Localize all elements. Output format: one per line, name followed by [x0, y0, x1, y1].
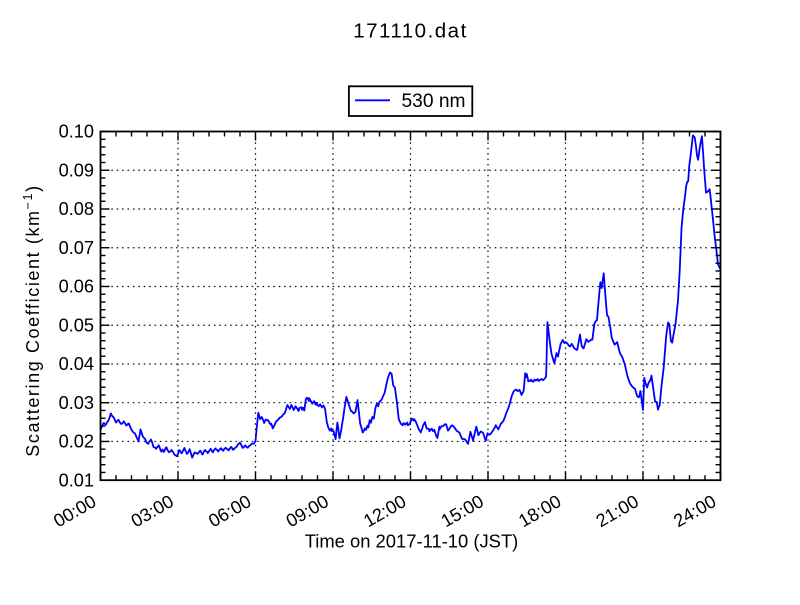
svg-text:0.01: 0.01: [59, 470, 94, 490]
svg-text:0.04: 0.04: [59, 354, 94, 374]
svg-text:0.05: 0.05: [59, 315, 94, 335]
svg-text:Time on 2017-11-10 (JST): Time on 2017-11-10 (JST): [305, 531, 519, 552]
svg-text:530 nm: 530 nm: [402, 91, 466, 112]
svg-text:Scattering Coefficient (km−1): Scattering Coefficient (km−1): [21, 184, 43, 456]
svg-text:0.06: 0.06: [59, 277, 94, 297]
svg-text:171110.dat: 171110.dat: [353, 20, 468, 43]
svg-text:0.02: 0.02: [59, 432, 94, 452]
svg-text:0.10: 0.10: [59, 122, 94, 142]
svg-text:0.03: 0.03: [59, 393, 94, 413]
svg-text:0.07: 0.07: [59, 238, 94, 258]
svg-text:0.08: 0.08: [59, 199, 94, 219]
svg-text:0.09: 0.09: [59, 160, 94, 180]
